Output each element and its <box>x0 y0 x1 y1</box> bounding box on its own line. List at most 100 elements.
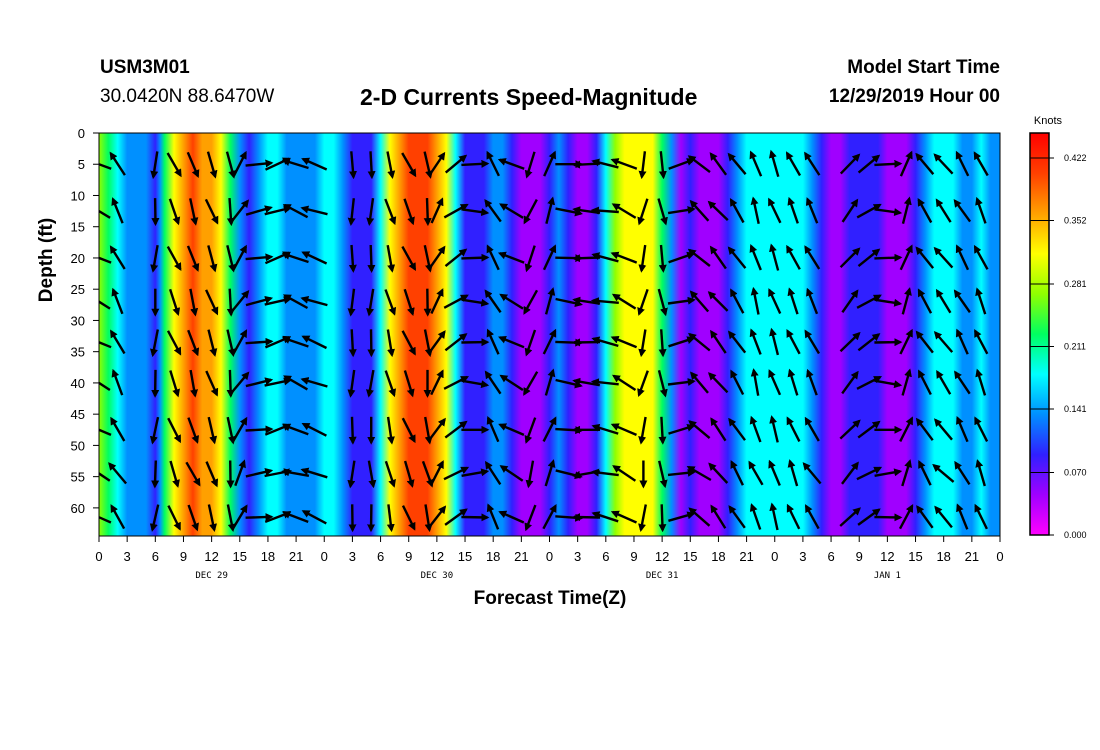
current-vector-arrow <box>727 246 747 269</box>
current-vector-arrow <box>230 371 250 394</box>
current-vector-arrow <box>366 288 375 317</box>
current-vector-arrow <box>403 198 415 226</box>
current-vector-arrow <box>637 289 649 316</box>
current-vector-arrow <box>689 290 710 313</box>
current-vector-arrow <box>245 296 274 307</box>
x-tick-label: 21 <box>965 549 979 564</box>
current-vector-arrow <box>688 332 711 352</box>
current-vector-arrow <box>444 420 468 439</box>
current-vector-arrow <box>300 205 328 216</box>
current-vector-arrow <box>899 244 913 271</box>
current-vector-arrow <box>657 370 668 398</box>
current-vector-arrow <box>874 298 903 307</box>
current-vector-arrow <box>610 335 638 349</box>
current-vector-arrow <box>347 460 356 489</box>
x-tick-label: 0 <box>546 549 553 564</box>
y-tick-label: 60 <box>71 501 85 516</box>
current-vector-arrow <box>687 155 711 174</box>
current-vector-arrow <box>443 466 470 481</box>
current-vector-arrow <box>99 209 111 219</box>
current-vector-arrow <box>839 419 861 440</box>
current-vector-arrow <box>497 251 525 264</box>
current-vector-arrow <box>403 288 415 317</box>
current-vector-arrow <box>461 298 490 307</box>
current-vector-arrow <box>707 291 729 312</box>
current-vector-arrow <box>710 329 727 354</box>
current-vector-arrow <box>954 370 971 395</box>
current-vector-arrow <box>484 198 502 223</box>
current-vector-arrow <box>786 244 801 270</box>
current-vector-arrow <box>748 460 764 486</box>
current-vector-arrow <box>386 504 395 533</box>
current-vector-arrow <box>443 375 469 390</box>
current-vector-arrow <box>444 508 468 526</box>
current-vector-arrow <box>638 329 647 358</box>
current-vector-arrow <box>230 199 250 223</box>
current-vector-arrow <box>542 504 557 530</box>
current-vector-arrow <box>187 329 200 357</box>
current-vector-arrow <box>935 198 952 223</box>
current-vector-arrow <box>110 504 126 530</box>
x-axis-ticks: 0 3 6 9 12 15 18 21 0 3 6 9 12 15 18 21 0 3 6 9 12 15 18 21 0 3 6 9… <box>95 536 1004 564</box>
current-vector-arrow <box>234 459 246 487</box>
current-vector-arrow <box>301 251 328 265</box>
current-vector-arrow <box>348 244 357 273</box>
y-axis-title: Depth (ft) <box>36 218 57 302</box>
current-vector-arrow <box>786 329 801 355</box>
current-vector-arrow <box>111 197 124 224</box>
current-vector-arrow <box>205 370 219 397</box>
current-vector-arrow <box>934 418 953 441</box>
current-vector-arrow <box>282 511 309 524</box>
current-vector-arrow <box>612 465 637 482</box>
x-tick-label: 18 <box>936 549 950 564</box>
date-label: DEC 29 <box>195 571 228 581</box>
current-vector-arrow <box>226 369 235 398</box>
current-vector-arrow <box>300 296 328 307</box>
current-vector-arrow <box>403 370 415 398</box>
current-vector-arrow <box>444 333 468 352</box>
current-vector-arrow <box>686 465 712 482</box>
current-vector-arrow <box>768 459 781 486</box>
current-vector-arrow <box>403 460 415 488</box>
current-vector-arrow <box>428 151 446 176</box>
station-coordinates: 30.0420N 88.6470W <box>100 86 275 107</box>
current-vector-arrow <box>710 504 727 529</box>
current-vector-arrow <box>730 460 744 486</box>
y-tick-label: 25 <box>71 282 85 297</box>
x-tick-label: 12 <box>204 549 218 564</box>
current-vector-arrow <box>423 151 433 179</box>
current-vector-arrow <box>401 152 417 178</box>
current-vector-arrow <box>857 154 881 174</box>
current-vector-arrow <box>728 505 746 529</box>
current-vector-arrow <box>769 243 780 271</box>
x-tick-label: 3 <box>124 549 131 564</box>
current-vector-arrow <box>186 151 200 179</box>
current-vector-arrow <box>281 158 309 170</box>
current-vector-arrow <box>281 251 309 264</box>
current-vector-arrow <box>787 287 799 315</box>
current-vector-arrow <box>973 244 989 270</box>
current-vector-arrow <box>384 460 396 488</box>
x-tick-label: 6 <box>827 549 834 564</box>
x-tick-label: 18 <box>261 549 275 564</box>
current-vector-arrow <box>787 196 799 224</box>
current-vector-arrow <box>841 370 859 395</box>
current-vector-arrow <box>638 151 647 180</box>
current-vector-arrow <box>347 288 356 317</box>
colorbar-tick-label: 0.070 <box>1064 467 1087 477</box>
current-vector-arrow <box>486 328 500 355</box>
current-vector-arrow <box>461 208 490 217</box>
current-vector-arrow <box>915 417 934 441</box>
y-tick-label: 10 <box>71 188 85 203</box>
x-tick-label: 9 <box>405 549 412 564</box>
current-vector-arrow <box>205 461 219 488</box>
current-vector-arrow <box>728 417 746 441</box>
current-vector-arrow <box>169 460 180 488</box>
current-vector-arrow <box>637 370 649 397</box>
current-vector-arrow <box>901 459 912 487</box>
current-vector-arrow <box>918 460 932 486</box>
date-label: JAN 1 <box>874 571 901 581</box>
current-vector-arrow <box>187 504 199 532</box>
current-vector-arrow <box>917 288 933 314</box>
